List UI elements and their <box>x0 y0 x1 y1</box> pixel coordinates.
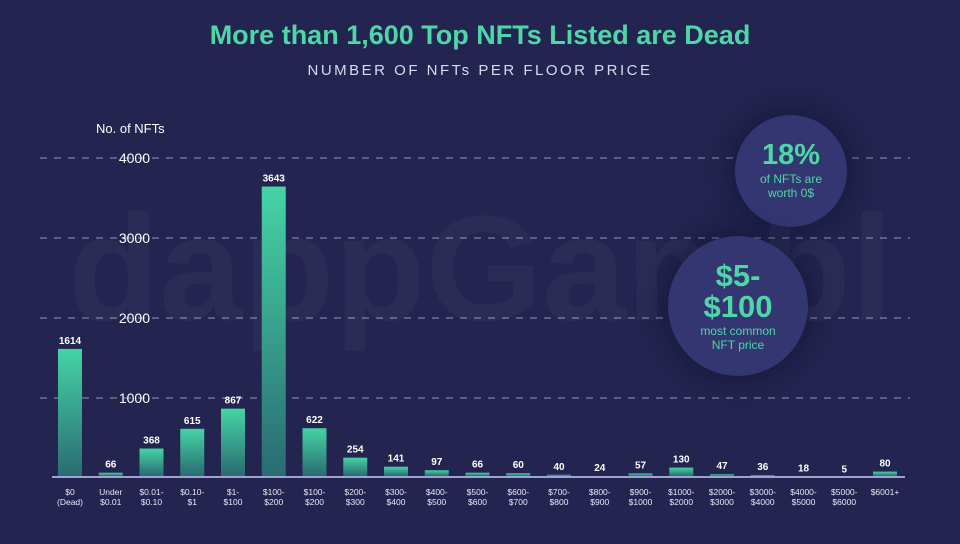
x-tick-label: Under <box>99 487 122 497</box>
bar <box>180 428 205 476</box>
x-tick-label: $2000 <box>669 497 693 507</box>
callout-text: worth 0$ <box>767 186 815 200</box>
x-tick-label: $1 <box>188 497 198 507</box>
x-tick-label: $0.01- <box>139 487 163 497</box>
x-tick-label: $2000- <box>709 487 736 497</box>
y-tick-label: 4000 <box>119 150 150 166</box>
bar <box>465 472 490 476</box>
x-tick-label: $6001+ <box>871 487 900 497</box>
x-tick-label: $400- <box>426 487 448 497</box>
data-label: 40 <box>553 462 565 473</box>
data-label: 1614 <box>59 336 82 347</box>
chart-subtitle: NUMBER OF NFTs PER FLOOR PRICE <box>307 62 653 79</box>
data-label: 24 <box>594 463 606 474</box>
callout-dead-percent: 18% of NFTs are worth 0$ <box>735 115 847 227</box>
callout-headline: 18% <box>761 139 821 172</box>
x-tick-label: $100- <box>263 487 285 497</box>
bar <box>424 470 449 476</box>
data-label: 97 <box>431 457 443 468</box>
bar <box>384 466 408 476</box>
callout-common-price: $5- $100 most common NFT price <box>668 236 808 376</box>
data-label: 867 <box>225 396 242 407</box>
x-tick-label: $6000 <box>832 497 856 507</box>
x-tick-label: $4000 <box>751 497 775 507</box>
x-tick-label: $300 <box>346 497 365 507</box>
x-tick-label: $800- <box>589 487 611 497</box>
x-tick-label: $500- <box>467 487 489 497</box>
bar <box>221 408 245 476</box>
x-tick-label: $600 <box>468 497 487 507</box>
x-tick-label: $100- <box>304 487 326 497</box>
x-tick-label: $200 <box>264 497 283 507</box>
x-tick-label: $200 <box>305 497 324 507</box>
y-tick-label: 2000 <box>119 310 150 326</box>
chart-title: More than 1,600 Top NFTs Listed are Dead <box>209 20 751 50</box>
x-tick-label: $300- <box>385 487 407 497</box>
callout-headline: $5- <box>715 257 761 293</box>
data-label: 57 <box>635 460 647 471</box>
y-tick-label: 3000 <box>119 230 150 246</box>
x-tick-label: $200- <box>344 487 366 497</box>
x-tick-label: $600- <box>507 487 529 497</box>
bar <box>750 475 775 476</box>
x-tick-label: $1000- <box>668 487 695 497</box>
bar <box>873 471 897 476</box>
data-label: 3643 <box>263 174 286 185</box>
data-label: 368 <box>143 436 160 447</box>
data-label: 622 <box>306 415 323 426</box>
x-tick-label: $900 <box>590 497 609 507</box>
data-label: 130 <box>673 455 690 466</box>
x-tick-label: $1- <box>227 487 239 497</box>
x-tick-label: $700 <box>509 497 528 507</box>
x-tick-label: $400 <box>387 497 406 507</box>
x-tick-label: $900- <box>630 487 652 497</box>
bar <box>58 348 82 476</box>
x-tick-label: $3000- <box>750 487 777 497</box>
data-label: 254 <box>347 445 364 456</box>
x-tick-label: $5000 <box>792 497 816 507</box>
bar <box>669 467 694 476</box>
data-label: 615 <box>184 416 201 427</box>
data-label: 80 <box>879 459 891 470</box>
y-tick-label: 1000 <box>119 390 150 406</box>
callout-text: NFT price <box>711 337 765 352</box>
data-label: 66 <box>105 460 117 471</box>
x-tick-label: $3000 <box>710 497 734 507</box>
data-label: 66 <box>472 460 484 471</box>
callout-text: of NFTs are <box>759 172 822 187</box>
x-tick-label: $800 <box>550 497 569 507</box>
y-axis-label: No. of NFTs <box>96 121 165 136</box>
x-tick-label: (Dead) <box>57 497 83 507</box>
x-tick-label: $5000- <box>831 487 858 497</box>
callout-headline: $100 <box>703 288 773 324</box>
bar <box>343 457 368 476</box>
x-tick-label: $0 <box>65 487 75 497</box>
bar <box>506 473 531 476</box>
x-tick-label: $700- <box>548 487 570 497</box>
data-label: 60 <box>513 460 525 471</box>
x-tick-label: $0.10- <box>180 487 204 497</box>
data-label: 5 <box>841 465 847 476</box>
x-tick-label: $0.10 <box>141 497 163 507</box>
bar <box>98 472 123 476</box>
x-tick-label: $500 <box>427 497 446 507</box>
bar <box>302 428 327 476</box>
x-tick-label: $100 <box>224 497 243 507</box>
x-tick-label: $4000- <box>790 487 817 497</box>
data-label: 18 <box>798 464 810 475</box>
bar <box>628 473 653 476</box>
x-tick-label: $1000 <box>629 497 653 507</box>
x-tick-label: $0.01 <box>100 497 122 507</box>
bar <box>139 448 164 476</box>
data-label: 36 <box>757 462 769 473</box>
bar <box>710 474 734 476</box>
callout-text: most common <box>700 323 776 338</box>
bar <box>547 474 571 476</box>
data-label: 47 <box>716 461 728 472</box>
bar <box>261 186 286 476</box>
data-label: 141 <box>388 454 405 465</box>
